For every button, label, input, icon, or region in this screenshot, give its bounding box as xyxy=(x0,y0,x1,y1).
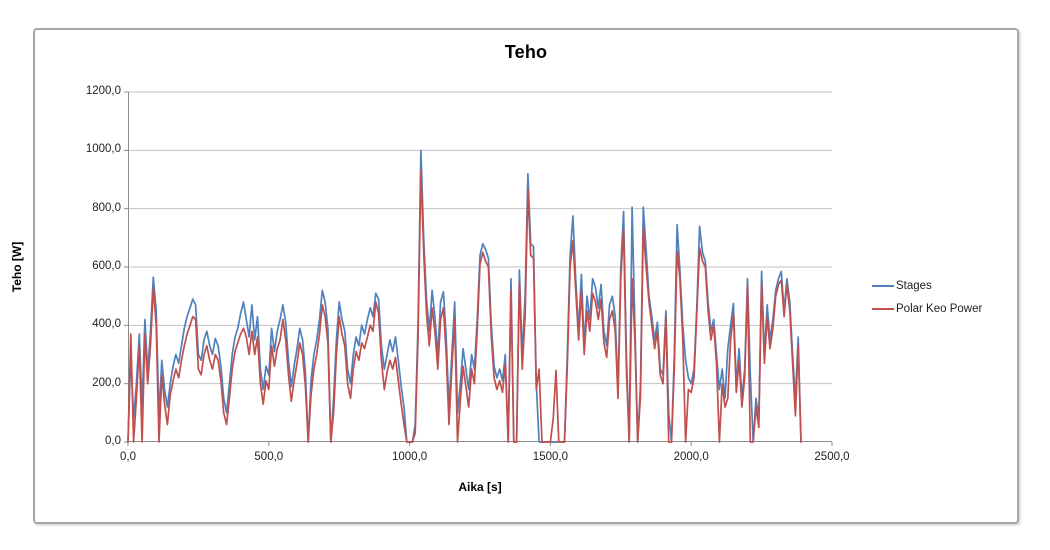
y-tick-label: 600,0 xyxy=(92,260,121,272)
y-tick-label: 0,0 xyxy=(105,435,121,447)
x-tick-label: 2500,0 xyxy=(814,451,850,463)
stages-series-line[interactable] xyxy=(127,149,802,443)
y-tick-label: 200,0 xyxy=(92,376,121,389)
polar-keo-power-line-swatch xyxy=(872,307,894,310)
x-tick-label: 500,0 xyxy=(254,451,284,463)
stages-line-swatch xyxy=(872,284,894,287)
y-tick-label: 800,0 xyxy=(92,201,121,214)
legend-label-stages: Stages xyxy=(896,279,932,292)
x-tick-label: 1500,0 xyxy=(532,451,568,463)
x-axis-title: Aika [s] xyxy=(458,480,502,494)
legend-item-polar-keo-power[interactable]: Polar Keo Power xyxy=(872,297,982,320)
polar-keo-power-series-line[interactable] xyxy=(127,169,802,443)
chart-title: Teho xyxy=(504,42,548,62)
y-tick-label: 1200,0 xyxy=(85,85,121,97)
x-tick-label: 0,0 xyxy=(120,451,136,463)
plot-area[interactable] xyxy=(124,91,833,446)
chart-legend: Stages Polar Keo Power xyxy=(872,274,982,320)
x-tick-label: 1000,0 xyxy=(392,451,428,463)
legend-item-stages[interactable]: Stages xyxy=(872,274,982,297)
y-tick-label: 1000,0 xyxy=(85,143,121,156)
y-tick-label: 400,0 xyxy=(92,318,121,331)
legend-label-polar-keo-power: Polar Keo Power xyxy=(896,302,983,315)
y-axis-title: Teho [W] xyxy=(10,241,24,293)
x-tick-label: 2000,0 xyxy=(673,451,709,463)
